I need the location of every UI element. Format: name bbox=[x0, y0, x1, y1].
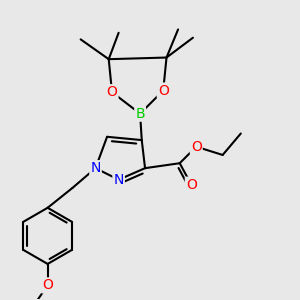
Text: O: O bbox=[158, 84, 169, 98]
Text: O: O bbox=[191, 140, 202, 154]
Text: O: O bbox=[186, 178, 197, 192]
Text: N: N bbox=[90, 161, 101, 175]
Text: O: O bbox=[42, 278, 53, 292]
Text: N: N bbox=[113, 173, 124, 187]
Text: O: O bbox=[106, 85, 118, 99]
Text: B: B bbox=[135, 107, 145, 121]
